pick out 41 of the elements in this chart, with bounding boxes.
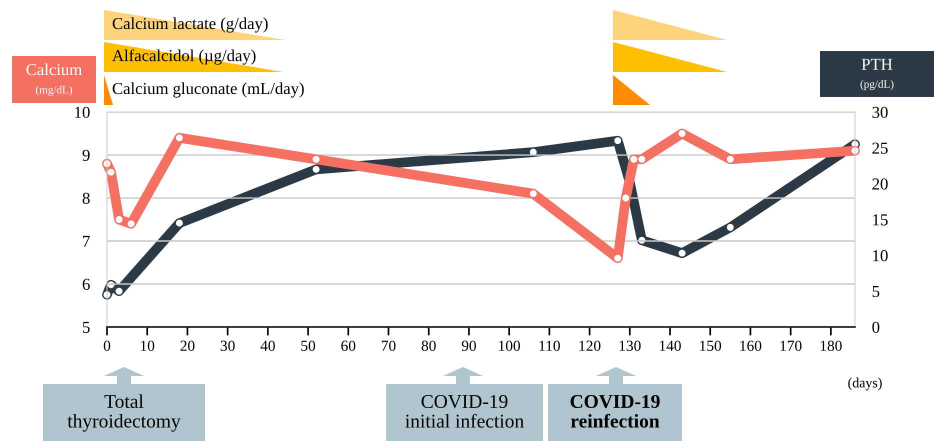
x-tick-label: 0 xyxy=(104,340,110,351)
y2-tick-label: 20 xyxy=(872,178,888,190)
x-tick-label: 170 xyxy=(780,340,802,351)
x-tick-label: 130 xyxy=(620,340,641,351)
text: Total thyroidectomy xyxy=(67,394,181,432)
y-tick-label: 7 xyxy=(83,236,90,247)
y2-tick-label: 0 xyxy=(872,322,880,333)
y2-tick-label: 15 xyxy=(873,214,888,226)
x-tick-label: 150 xyxy=(700,340,722,351)
x-tick-label: 140 xyxy=(660,340,681,351)
x-tick-label: 180 xyxy=(820,340,842,351)
x-tick-label: 20 xyxy=(180,340,194,351)
x-tick-label: 50 xyxy=(301,340,316,351)
y2-tick-label: 10 xyxy=(873,250,888,262)
y2-tick-label: 5 xyxy=(872,286,880,298)
x-tick-label: 10 xyxy=(140,340,154,351)
y-tick-label: 8 xyxy=(82,192,90,204)
y-tick-label: 6 xyxy=(82,278,90,290)
y-tick-label: 9 xyxy=(82,150,90,161)
x-axis-title: (days) xyxy=(848,378,882,390)
x-tick-label: 40 xyxy=(260,340,275,351)
y-tick-label: 5 xyxy=(82,322,90,333)
x-tick-label: 60 xyxy=(341,340,356,351)
x-tick-label: 30 xyxy=(220,340,235,351)
text: Alfacalcidol (µg/day) xyxy=(112,49,256,65)
y-axis-title: Calcium (mg/dL) xyxy=(26,63,82,96)
y2-tick-label: 25 xyxy=(872,142,888,154)
text: COVID-19 initial infection xyxy=(405,394,524,428)
x-tick-label: 70 xyxy=(382,340,396,351)
x-tick-label: 160 xyxy=(740,340,762,351)
x-tick-label: 90 xyxy=(462,340,476,351)
x-tick-label: 100 xyxy=(499,340,520,351)
x-tick-label: 80 xyxy=(422,340,436,351)
y2-axis-title: PTH (pg/dL) xyxy=(860,58,894,90)
text: COVID-19 reinfection xyxy=(570,394,660,428)
text: Calcium gluconate (mL/day) xyxy=(112,82,304,98)
y2-tick-label: 30 xyxy=(872,106,888,118)
text: Calcium lactate (g/day) xyxy=(112,17,268,33)
x-tick-label: 110 xyxy=(540,340,560,351)
y-tick-label: 10 xyxy=(75,106,90,118)
x-tick-label: 120 xyxy=(579,340,600,351)
